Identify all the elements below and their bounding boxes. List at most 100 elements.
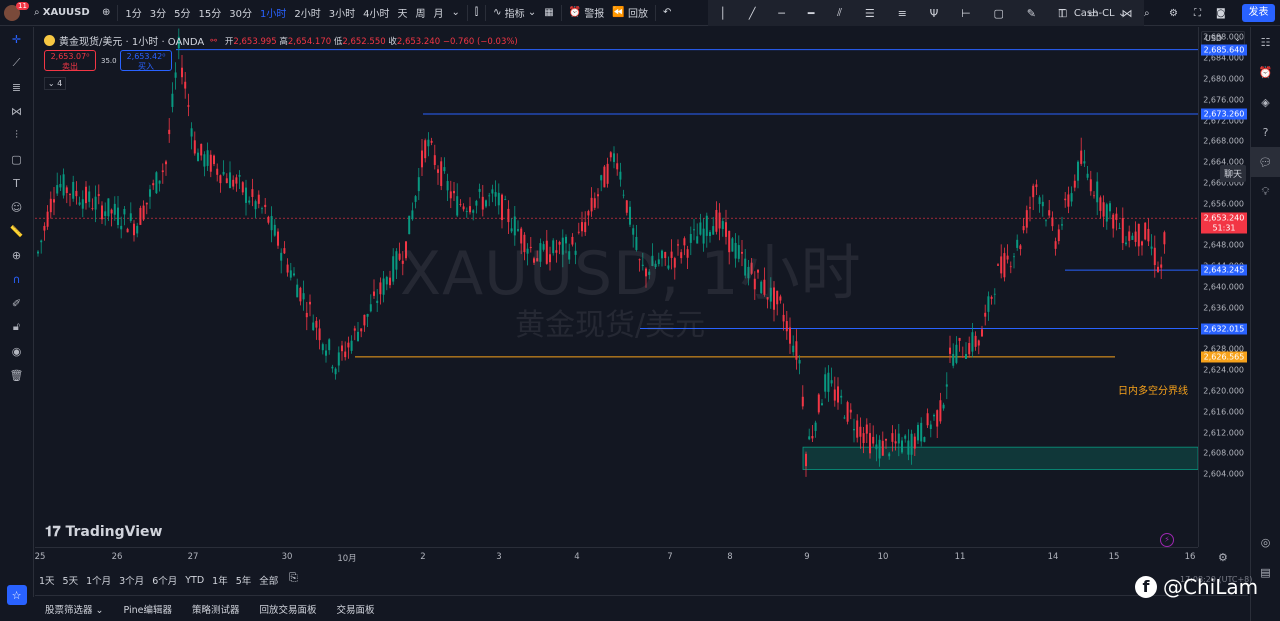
fullscreen-icon[interactable]: ⛶ xyxy=(1194,7,1201,19)
price-chart[interactable] xyxy=(35,27,1198,547)
trend-line-icon[interactable]: ╱ xyxy=(748,6,756,20)
zoom-icon[interactable]: ⊕ xyxy=(11,248,22,262)
pitchfork-icon[interactable]: Ψ xyxy=(929,6,939,20)
interval-5[interactable]: 1小时 xyxy=(259,9,287,20)
bottom-tab[interactable]: Pine编辑器 xyxy=(123,604,173,616)
interval-4[interactable]: 30分 xyxy=(229,9,252,20)
emoji-icon[interactable]: ☺ xyxy=(10,200,23,214)
layers-icon[interactable]: ◈ xyxy=(1261,95,1270,109)
buy-button[interactable]: 2,653.42⁰ 买入 xyxy=(120,50,172,71)
publish-button[interactable]: 发表 xyxy=(1242,4,1275,22)
legend-settings-icon[interactable]: ⚯ xyxy=(210,36,217,45)
interval-10[interactable]: 周 xyxy=(415,9,426,20)
range-button[interactable]: 1年 xyxy=(212,576,228,587)
interval-1[interactable]: 3分 xyxy=(149,9,167,20)
fib-fan-icon[interactable]: ≡ xyxy=(897,6,907,20)
templates-icon[interactable]: ▦ xyxy=(544,7,554,18)
range-button[interactable]: 3个月 xyxy=(119,576,145,587)
candle-body xyxy=(894,441,897,444)
avatar[interactable]: 11 xyxy=(0,0,30,26)
undo-icon[interactable]: ↶ xyxy=(662,7,672,18)
text-icon[interactable]: T xyxy=(13,176,20,190)
candle-body xyxy=(603,166,606,188)
vertical-line-icon[interactable]: │ xyxy=(719,6,727,20)
trash-icon[interactable]: 🗑︎ xyxy=(9,368,24,382)
sell-button[interactable]: 2,653.07⁰ 卖出 xyxy=(44,50,96,71)
lightning-icon[interactable]: ⚡ xyxy=(1160,533,1174,547)
geometry-icon[interactable]: ▢ xyxy=(11,152,22,166)
brush-icon[interactable]: ✎ xyxy=(1026,6,1036,20)
add-symbol-button[interactable]: ⊕ xyxy=(102,7,111,18)
bottom-tab[interactable]: 交易面板 xyxy=(336,604,375,616)
gann-icon[interactable]: ⊢ xyxy=(961,6,971,20)
range-button[interactable]: 1天 xyxy=(39,576,55,587)
horizontal-line-icon[interactable]: ━ xyxy=(807,6,815,20)
lock-drawing-icon[interactable]: ✐ xyxy=(11,296,22,310)
bottom-tab[interactable]: 策略测试器 xyxy=(192,604,240,616)
replay-button[interactable]: ⏪ 回放 xyxy=(612,7,648,20)
alert-button[interactable]: ⏰ 警报 xyxy=(568,7,605,20)
gear-icon[interactable]: ⚙ xyxy=(1218,551,1228,564)
star-icon[interactable]: ☆ xyxy=(6,585,27,605)
pattern-icon[interactable]: ⋈ xyxy=(11,104,22,118)
prediction-icon[interactable]: ⫶ xyxy=(15,128,18,141)
parallel-channel-icon[interactable]: ⫽ xyxy=(837,6,843,19)
chart-legend: 黄金现货/美元 · 1小时 · OANDA ⚯ 开2,653.995 高2,65… xyxy=(44,33,518,48)
candle-body xyxy=(280,252,283,261)
range-button[interactable]: YTD xyxy=(185,574,205,586)
lock-icon[interactable]: 🔓︎ xyxy=(12,320,21,333)
calendar-icon[interactable]: ▤ xyxy=(1260,565,1271,579)
search-icon[interactable]: ⌕ xyxy=(1144,7,1150,19)
bottom-tab[interactable]: 股票筛选器 ⌄ xyxy=(45,604,104,616)
price-axis[interactable]: USD ⌄ 2,688.000 2,684.000 2,680.000 2,676.00… xyxy=(1198,27,1250,547)
indicator-collapse[interactable]: ⌄ 4 xyxy=(44,77,66,90)
layout-selector[interactable]: □ Cash-CL ⌄ xyxy=(1058,7,1127,19)
magnet-icon[interactable]: ∩ xyxy=(12,272,21,286)
square-icon: □ xyxy=(1058,7,1068,19)
interval-0[interactable]: 1分 xyxy=(125,9,142,20)
pattern-icon[interactable]: ⋈ xyxy=(1121,6,1133,20)
chat-icon[interactable]: 💬︎ xyxy=(1250,147,1280,177)
compass-icon[interactable]: ◎ xyxy=(1260,535,1271,549)
rectangle-icon[interactable]: ▢ xyxy=(993,6,1004,20)
ruler-icon[interactable]: 📏 xyxy=(9,224,24,238)
legend-title[interactable]: 黄金现货/美元 · 1小时 · OANDA xyxy=(59,37,205,48)
range-button[interactable]: 5天 xyxy=(62,576,79,587)
camera-icon[interactable]: ◙ xyxy=(1216,7,1226,19)
indicators-button[interactable]: ∿ 指标 ⌄ xyxy=(493,7,537,20)
callout-icon[interactable]: ▭ xyxy=(1088,6,1099,20)
eye-icon[interactable]: ◉ xyxy=(11,344,22,358)
interval-7[interactable]: 3小时 xyxy=(328,9,356,20)
goto-date-icon[interactable]: ⎘ xyxy=(289,571,298,584)
crosshair-icon[interactable]: ✛ xyxy=(11,32,22,46)
symbol-search[interactable]: ⌕ XAUUSD xyxy=(34,7,90,18)
idea-icon[interactable]: 💡︎ xyxy=(1261,185,1270,198)
price-tick: 2,612.000 xyxy=(1203,428,1244,438)
alarm-icon[interactable]: ⏰ xyxy=(1258,65,1273,79)
time-axis[interactable]: ⚡ ⚙ 25 26 27 30 10月 2 3 4 7 8 9 10 11 14 15 16 xyxy=(35,533,1228,567)
range-button[interactable]: 5年 xyxy=(235,576,252,587)
range-button[interactable]: 1个月 xyxy=(86,576,112,587)
horizontal-ray-icon[interactable]: ─ xyxy=(778,6,785,20)
interval-6[interactable]: 2小时 xyxy=(294,9,321,20)
candle-body xyxy=(600,175,603,181)
fib-icon[interactable]: ☰ xyxy=(864,6,875,20)
candle-body xyxy=(440,161,443,186)
text-icon[interactable]: T xyxy=(1058,6,1066,20)
interval-11[interactable]: 月 xyxy=(433,9,444,20)
help-icon[interactable]: ? xyxy=(1262,125,1269,139)
watchlist-icon[interactable]: ☷ xyxy=(1260,35,1271,49)
fib-icon[interactable]: ≣ xyxy=(11,80,22,94)
chevron-down-icon[interactable]: ⌄ xyxy=(451,7,460,18)
range-button[interactable]: 全部 xyxy=(259,576,279,587)
trend-line-icon[interactable]: ⟋ xyxy=(12,56,21,69)
interval-3[interactable]: 15分 xyxy=(198,9,222,20)
utc-clock[interactable]: 17:08:29 (UTC+8) xyxy=(1180,575,1253,584)
gear-icon[interactable]: ⚙ xyxy=(1169,7,1178,19)
interval-8[interactable]: 4小时 xyxy=(363,9,390,20)
candle-type-icon[interactable]: ⫿ xyxy=(474,7,479,18)
bottom-tab[interactable]: 回放交易面板 xyxy=(259,604,317,616)
interval-2[interactable]: 5分 xyxy=(174,9,191,20)
range-button[interactable]: 6个月 xyxy=(152,576,178,587)
interval-9[interactable]: 天 xyxy=(397,9,408,20)
